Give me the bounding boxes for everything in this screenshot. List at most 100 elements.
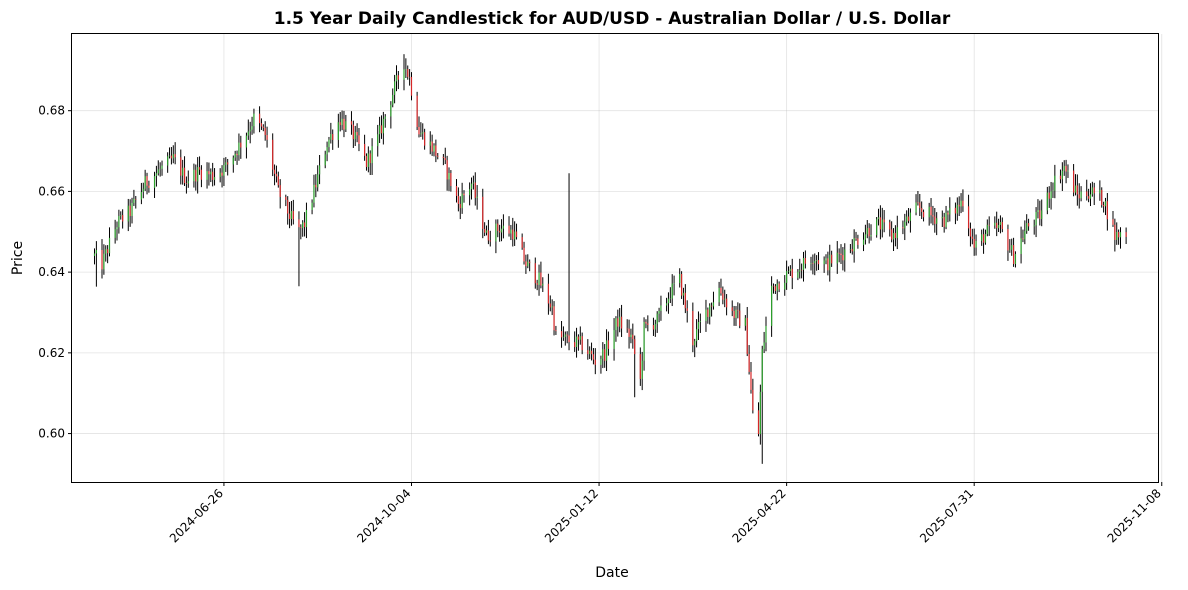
candle-body (866, 228, 868, 235)
candle-body (142, 188, 144, 193)
candle-body (876, 219, 878, 236)
candle-body (249, 129, 251, 132)
candle-body (1035, 211, 1037, 226)
candle-body (1024, 231, 1026, 240)
candle-body (1072, 170, 1075, 193)
candle-body (358, 135, 360, 145)
plot-frame (71, 33, 1159, 483)
candle-body (579, 336, 581, 340)
candle-body (345, 121, 347, 130)
candle-body (287, 199, 289, 214)
candle-body (1089, 194, 1092, 199)
candle-body (380, 125, 383, 134)
candle-body (223, 165, 225, 176)
candle-body (114, 229, 116, 238)
candle-body (628, 328, 630, 337)
candle-body (679, 273, 681, 284)
candle-body (198, 167, 201, 170)
candle-body (167, 156, 169, 166)
candle-body (390, 104, 392, 117)
candle-body (829, 254, 831, 271)
candle-body (726, 298, 728, 308)
candle-body (367, 153, 369, 168)
candle-body (594, 359, 596, 365)
candle-body (515, 231, 518, 238)
candle-body (658, 310, 660, 314)
candle-body (889, 222, 891, 230)
candle-body (692, 310, 694, 346)
candle-body (823, 260, 825, 265)
candle-body (122, 215, 124, 222)
candle-body (883, 219, 885, 223)
candle-body (161, 165, 163, 169)
candle-body (1026, 223, 1028, 232)
candle-body (512, 229, 514, 240)
candle-body (947, 212, 949, 215)
candle-body (418, 126, 420, 135)
candle-body (589, 350, 591, 355)
candle-body (619, 316, 621, 327)
candle-body (1067, 170, 1069, 172)
candle-body (842, 255, 844, 261)
candle-body (538, 272, 540, 285)
candle-body (680, 273, 683, 296)
candle-body (470, 183, 473, 190)
candle-body (407, 69, 409, 77)
candle-body (849, 249, 851, 250)
candle-body (752, 389, 754, 411)
candle-body (737, 309, 739, 311)
candle-body (245, 135, 248, 148)
candle-body (210, 171, 212, 175)
candle-body (148, 185, 150, 188)
candle-body (791, 268, 793, 278)
candle-body (909, 212, 912, 221)
candle-body (484, 228, 486, 233)
candle-body (620, 316, 623, 329)
candle-body (118, 215, 120, 228)
candle-body (1091, 187, 1093, 195)
candle-body (763, 342, 765, 350)
candle-body (994, 222, 996, 226)
candle-body (797, 271, 799, 278)
candle-body (352, 124, 354, 140)
candle-body (442, 156, 444, 158)
candle-body (305, 209, 308, 228)
candle-body (836, 252, 838, 264)
grid-lines (72, 34, 1163, 482)
candle-body (514, 231, 516, 240)
candle-body (422, 132, 424, 134)
candle-body (1063, 165, 1065, 171)
candle-body (258, 113, 261, 124)
candle-body (1020, 238, 1022, 255)
candle-body (868, 228, 870, 237)
y-tick-label: 0.62 (38, 346, 65, 360)
candle-body (251, 126, 253, 130)
candle-body (405, 69, 407, 70)
candle-body (694, 341, 696, 346)
candle-body (735, 309, 737, 318)
candle-body (816, 260, 818, 262)
candle-body (1116, 231, 1118, 240)
candle-body (776, 283, 778, 291)
candle-body (757, 410, 760, 435)
candle-body (1039, 210, 1041, 220)
candle-body (446, 160, 448, 180)
candle-body (1106, 201, 1108, 220)
candle-body (778, 283, 780, 290)
candle-body (744, 317, 746, 326)
candle-body (234, 153, 236, 158)
candle-body (420, 133, 422, 135)
candle-body (1027, 223, 1030, 227)
candle-body (116, 227, 118, 230)
candle-body (277, 176, 279, 186)
candle-body (384, 116, 386, 119)
candle-body (750, 371, 752, 390)
candle-body (332, 134, 334, 140)
candle-body (448, 172, 450, 180)
candle-body (568, 335, 570, 343)
candle-body (804, 258, 806, 264)
candle-body (817, 260, 820, 265)
candle-body (273, 169, 276, 174)
candle-body (392, 94, 394, 105)
candle-body (857, 238, 859, 245)
